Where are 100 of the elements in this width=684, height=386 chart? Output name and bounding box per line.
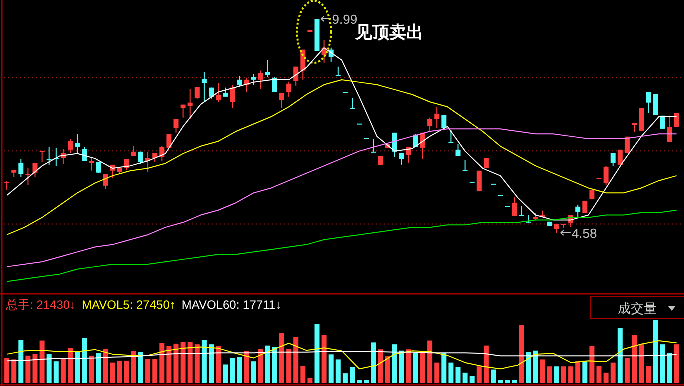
bar <box>484 346 489 383</box>
candlestick <box>46 146 52 166</box>
candlestick <box>4 181 10 191</box>
candlestick <box>399 152 404 166</box>
candlestick <box>103 174 108 190</box>
candlestick <box>32 162 38 178</box>
annotation: 4.58 <box>572 226 598 241</box>
bar <box>336 360 341 383</box>
bar <box>131 352 136 383</box>
candlestick <box>610 152 616 167</box>
bar <box>639 344 644 383</box>
candlestick <box>371 138 376 153</box>
bar <box>223 364 228 383</box>
bar <box>294 337 299 383</box>
bar <box>350 367 355 383</box>
bar <box>420 353 426 383</box>
bar <box>286 348 292 383</box>
bar <box>174 344 179 383</box>
bar <box>180 342 186 383</box>
bar <box>103 348 108 383</box>
candlestick <box>604 166 609 186</box>
bar <box>117 360 122 383</box>
candlestick <box>667 115 672 143</box>
candlestick <box>82 146 88 162</box>
candlestick <box>138 151 144 165</box>
bar <box>371 342 376 383</box>
bar <box>322 335 327 383</box>
bar <box>89 356 94 383</box>
bar <box>124 360 130 383</box>
bar <box>280 333 284 383</box>
candlestick <box>462 160 468 172</box>
candlestick <box>512 196 518 216</box>
bar <box>68 348 73 383</box>
bar <box>667 353 672 383</box>
text: 成交量 <box>618 301 657 316</box>
bar <box>258 348 264 383</box>
bar <box>188 342 193 383</box>
bar <box>505 380 510 383</box>
candlestick <box>442 114 447 129</box>
candlestick <box>194 86 200 100</box>
candlestick <box>251 73 256 86</box>
bar <box>660 344 666 383</box>
candlestick <box>434 106 440 129</box>
candlestick <box>646 92 652 114</box>
bar <box>357 380 362 383</box>
candlestick <box>237 75 242 88</box>
candlestick <box>160 145 165 162</box>
bar <box>251 362 256 383</box>
bar <box>96 353 102 383</box>
candlestick <box>180 104 186 118</box>
bar <box>12 360 17 383</box>
candlestick <box>519 206 524 216</box>
bar <box>160 343 165 383</box>
bar <box>40 340 45 383</box>
bar <box>533 350 538 383</box>
bar <box>342 374 348 383</box>
bar <box>146 359 151 383</box>
bar <box>300 366 306 383</box>
bar <box>498 380 504 383</box>
candlestick <box>202 72 207 103</box>
bar <box>82 338 88 383</box>
candlestick <box>265 60 270 78</box>
candlestick <box>18 158 24 178</box>
bar <box>491 370 496 383</box>
bar <box>392 344 398 383</box>
candlestick <box>258 70 264 90</box>
bar <box>54 362 59 383</box>
candlestick <box>174 118 179 134</box>
bar <box>265 346 270 383</box>
candlestick <box>89 156 94 172</box>
candlestick <box>639 108 644 132</box>
candlestick <box>280 92 284 108</box>
bar <box>308 378 313 383</box>
bar <box>448 362 454 383</box>
bar <box>152 359 158 383</box>
bar <box>590 346 595 383</box>
candlestick <box>618 149 623 166</box>
bar <box>434 362 440 383</box>
candlestick <box>40 150 45 163</box>
candlestick <box>188 88 193 120</box>
candlestick <box>576 204 581 218</box>
bar <box>166 346 172 383</box>
bar <box>216 346 222 383</box>
bar <box>138 352 144 383</box>
bar <box>60 358 66 383</box>
candlestick <box>96 162 102 174</box>
bar <box>399 350 404 383</box>
bar <box>547 366 552 383</box>
bar <box>18 340 24 383</box>
bar <box>378 350 384 383</box>
candlestick <box>448 130 454 144</box>
bar <box>202 340 207 383</box>
bar <box>46 354 52 383</box>
bar <box>618 328 623 383</box>
bar <box>194 344 200 383</box>
bar <box>576 362 581 383</box>
bar <box>653 320 658 383</box>
candlestick <box>456 144 461 157</box>
bar <box>328 354 334 383</box>
bar <box>604 372 609 383</box>
